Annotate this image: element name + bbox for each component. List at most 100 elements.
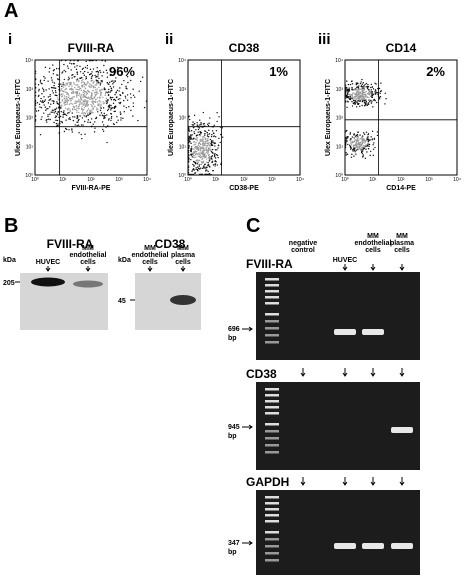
cell-dot <box>203 135 205 138</box>
cell-dot <box>99 109 102 112</box>
cell-dot <box>114 106 116 108</box>
cell-dot <box>47 107 49 110</box>
cell-dot <box>100 71 102 74</box>
cell-dot <box>85 100 88 102</box>
cell-dot <box>88 73 91 76</box>
cell-dot <box>195 167 197 169</box>
cell-dot <box>34 115 37 117</box>
ladder-band <box>265 502 279 505</box>
cell-dot <box>81 85 83 87</box>
cell-dot <box>351 153 353 156</box>
cell-dot <box>83 74 86 76</box>
cell-dot <box>112 96 114 99</box>
cell-dot <box>210 140 213 142</box>
cell-dot <box>80 98 82 100</box>
label-line: MM <box>396 233 408 240</box>
cell-dot <box>87 114 90 116</box>
cell-dot <box>361 135 364 137</box>
cell-dot <box>102 103 105 105</box>
cell-dot <box>361 136 363 138</box>
cell-dot <box>119 94 121 96</box>
cell-dot <box>71 89 73 91</box>
plot-title: CD14 <box>386 41 417 55</box>
cell-dot <box>101 59 103 62</box>
cell-dot <box>92 123 94 125</box>
cell-dot <box>70 81 72 84</box>
cell-dot <box>79 65 81 67</box>
cell-dot <box>193 132 196 135</box>
cell-dot <box>187 158 190 161</box>
cell-dot <box>68 76 70 79</box>
cell-dot <box>78 85 80 88</box>
cell-dot <box>214 165 216 167</box>
cell-dot <box>114 93 116 96</box>
cell-dot <box>195 148 198 151</box>
cell-dot <box>347 92 349 94</box>
cell-dot <box>132 105 135 108</box>
cell-dot <box>353 138 356 140</box>
cell-dot <box>87 71 89 74</box>
y-tick-label: 10⁰ <box>25 173 33 179</box>
arrow <box>370 368 376 377</box>
cell-dot <box>50 111 52 113</box>
cell-dot <box>93 96 96 98</box>
cell-dot <box>52 70 55 72</box>
cell-dot <box>95 109 98 111</box>
cell-dot <box>85 77 88 79</box>
cell-dot <box>361 104 363 107</box>
cell-dot <box>195 153 198 155</box>
cell-dot <box>92 89 94 92</box>
cell-dot <box>43 104 45 106</box>
cell-dot <box>344 147 347 149</box>
cell-dot <box>93 131 96 133</box>
cell-dot <box>350 156 353 159</box>
cell-dot <box>187 153 190 155</box>
cell-dot <box>113 110 115 113</box>
arrow <box>45 266 51 272</box>
cell-dot <box>95 116 98 119</box>
cell-dot <box>199 156 202 159</box>
band <box>31 277 65 287</box>
cell-dot <box>190 153 192 155</box>
cell-dot <box>207 143 210 145</box>
cell-dot <box>52 64 54 66</box>
cell-dot <box>81 111 84 113</box>
cell-dot <box>364 91 366 94</box>
cell-dot <box>356 86 358 88</box>
cell-dot <box>355 96 357 98</box>
cell-dot <box>87 108 90 110</box>
cell-dot <box>56 102 58 105</box>
cell-dot <box>116 66 119 69</box>
cell-dot <box>63 102 65 105</box>
cell-dot <box>38 90 40 92</box>
cell-dot <box>78 111 80 114</box>
cell-dot <box>202 142 204 144</box>
cell-dot <box>355 136 358 138</box>
cell-dot <box>109 91 111 93</box>
cell-dot <box>96 90 98 92</box>
cell-dot <box>348 90 350 92</box>
cell-dot <box>215 129 218 132</box>
cell-dot <box>91 109 93 111</box>
cell-dot <box>195 147 197 149</box>
cell-dot <box>84 100 86 103</box>
cell-dot <box>77 88 79 91</box>
cell-dot <box>106 114 108 116</box>
cell-dot <box>346 80 348 82</box>
cell-dot <box>379 92 381 94</box>
cell-dot <box>124 97 127 99</box>
cell-dot <box>44 106 47 108</box>
cell-dot <box>92 101 94 104</box>
cell-dot <box>88 90 90 93</box>
cell-dot <box>53 109 55 111</box>
cell-dot <box>366 85 369 88</box>
cell-dot <box>66 102 69 104</box>
cell-dot <box>66 98 68 101</box>
cell-dot <box>351 86 353 89</box>
cell-dot <box>107 99 109 101</box>
cell-dot <box>212 140 214 142</box>
gel <box>256 490 420 575</box>
cell-dot <box>91 79 93 82</box>
cell-dot <box>95 76 97 78</box>
cell-dot <box>91 105 93 107</box>
